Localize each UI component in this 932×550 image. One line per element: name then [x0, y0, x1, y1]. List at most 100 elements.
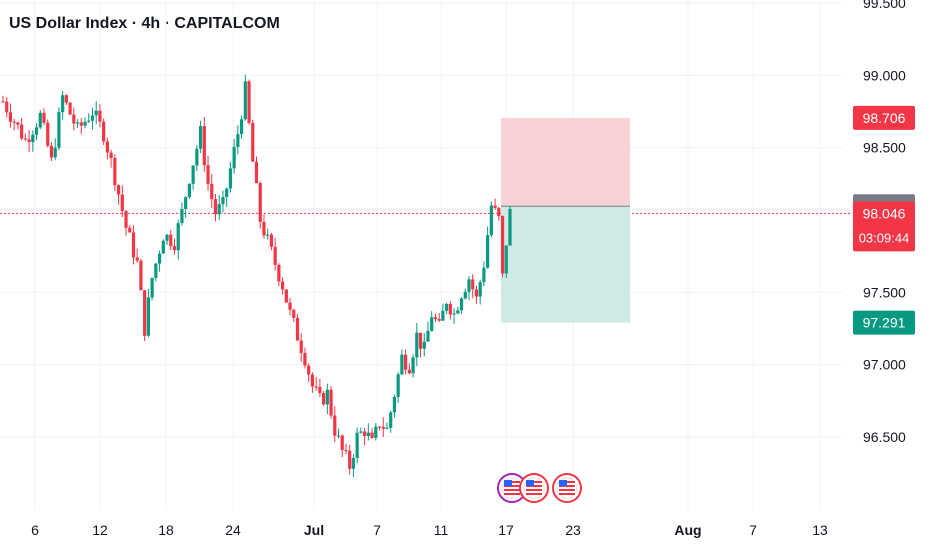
- candle: [191, 165, 195, 190]
- candle: [474, 285, 479, 305]
- candle: [471, 274, 475, 299]
- candle: [318, 378, 322, 398]
- candle: [172, 238, 177, 255]
- candle: [87, 113, 91, 124]
- candle: [385, 422, 389, 430]
- candle: [72, 107, 76, 131]
- candle: [79, 117, 83, 135]
- candle: [482, 261, 486, 287]
- candle: [42, 108, 46, 126]
- candle: [213, 193, 218, 222]
- candle: [377, 426, 382, 431]
- candle: [497, 206, 501, 221]
- candle: [262, 214, 266, 239]
- candle: [493, 198, 497, 210]
- candle: [437, 312, 441, 323]
- price-axis: 99.500 99.000 98.500 97.500 97.000 96.500: [863, 0, 906, 445]
- y-tick-label: 98.500: [863, 140, 906, 156]
- x-tick-label: Aug: [674, 522, 701, 538]
- candle: [307, 363, 311, 383]
- candle: [314, 376, 318, 391]
- candle: [247, 79, 251, 125]
- candle: [400, 349, 404, 376]
- x-tick-label: 13: [812, 522, 828, 538]
- us-flag-icon[interactable]: [552, 473, 582, 503]
- x-tick-label: 11: [434, 522, 449, 538]
- time-axis: 6 12 18 24 Jul 7 11 17 23 Aug 7 13: [31, 522, 828, 538]
- candle: [445, 302, 449, 315]
- candle: [348, 445, 352, 475]
- y-tick-label: 99.500: [863, 0, 906, 11]
- candle: [363, 427, 367, 446]
- candle: [217, 194, 221, 220]
- candle: [366, 423, 370, 441]
- candle: [12, 118, 16, 131]
- candle: [407, 363, 411, 375]
- candle: [422, 333, 426, 357]
- candle: [322, 390, 326, 406]
- candle: [284, 289, 288, 304]
- take-profit-price-tag: 97.291: [853, 310, 915, 335]
- candle: [228, 161, 233, 193]
- candle: [392, 394, 397, 418]
- candle: [8, 103, 13, 128]
- event-markers: [497, 473, 582, 503]
- candle: [143, 289, 147, 342]
- candle: [232, 139, 236, 174]
- candle: [38, 110, 42, 130]
- candle: [370, 428, 374, 439]
- candle: [396, 372, 400, 403]
- position-tool: [501, 117, 630, 323]
- candle: [340, 434, 344, 458]
- candle: [430, 311, 434, 332]
- candle: [68, 101, 72, 116]
- svg-text:03:09:44: 03:09:44: [859, 230, 910, 245]
- take-profit-zone[interactable]: [501, 206, 630, 323]
- candle: [280, 277, 285, 295]
- candle: [254, 156, 259, 184]
- stop-loss-zone[interactable]: [501, 117, 630, 207]
- candle: [411, 354, 415, 378]
- us-flag-icon[interactable]: [519, 473, 549, 503]
- candle: [206, 155, 210, 191]
- candle: [210, 174, 214, 208]
- y-tick-label: 97.000: [863, 357, 906, 373]
- y-tick-label: 99.000: [863, 67, 906, 83]
- candle: [94, 101, 98, 125]
- candle: [46, 119, 50, 148]
- x-tick-label: 6: [31, 522, 39, 538]
- candle: [105, 137, 109, 160]
- candle: [500, 215, 505, 278]
- candle: [266, 228, 270, 240]
- candle: [486, 226, 490, 269]
- candle: [139, 258, 143, 291]
- candle: [184, 196, 188, 218]
- candle: [90, 107, 95, 130]
- candle: [169, 229, 173, 251]
- candle: [389, 410, 393, 433]
- candle: [64, 93, 68, 105]
- candle: [75, 119, 80, 128]
- candle: [508, 205, 512, 246]
- us-flag-icon[interactable]: [497, 473, 527, 503]
- candle: [459, 297, 464, 314]
- x-tick-label: 18: [158, 522, 174, 538]
- current-price-tag: 98.046 03:09:44: [853, 201, 915, 252]
- candle: [336, 428, 341, 439]
- candle: [146, 288, 150, 338]
- candle: [277, 263, 281, 287]
- candle: [236, 125, 240, 155]
- grid-lines: [0, 0, 850, 510]
- candle: [34, 123, 39, 141]
- candle: [489, 201, 493, 238]
- x-tick-label: 7: [749, 522, 757, 538]
- x-tick-label: 12: [92, 522, 108, 538]
- candle: [49, 142, 54, 161]
- candle: [344, 443, 348, 455]
- candle: [433, 313, 438, 323]
- candle: [150, 277, 154, 301]
- candle: [359, 427, 363, 434]
- candle: [381, 417, 385, 438]
- x-tick-label: 7: [373, 522, 381, 538]
